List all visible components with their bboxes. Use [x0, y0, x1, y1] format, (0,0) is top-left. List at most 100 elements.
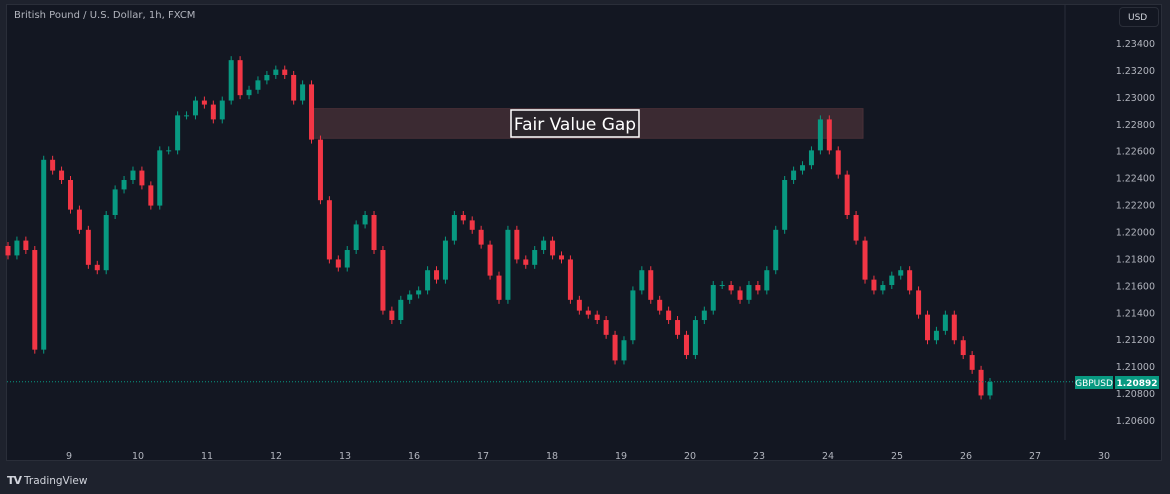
candle-body — [59, 170, 65, 180]
price-tick-label: 1.22800 — [1116, 120, 1155, 131]
candle-body — [550, 240, 556, 256]
time-tick-label: 27 — [1029, 451, 1041, 462]
candle-body — [576, 299, 582, 311]
candle-body — [326, 200, 332, 260]
price-tick-label: 1.20800 — [1116, 389, 1155, 400]
time-tick-label: 23 — [753, 451, 765, 462]
candle-body — [157, 150, 163, 206]
candle-body — [335, 259, 341, 268]
price-tick-label: 1.21400 — [1116, 308, 1155, 319]
candle-body — [969, 355, 975, 370]
candle-body — [76, 209, 82, 230]
tradingview-logo[interactable]: TV TradingView — [7, 474, 87, 487]
candle-body — [201, 100, 207, 105]
candle-body — [800, 165, 806, 171]
price-tick-label: 1.22000 — [1116, 228, 1155, 239]
candle-body — [862, 240, 868, 280]
time-tick-label: 18 — [546, 451, 558, 462]
time-tick-label: 19 — [615, 451, 627, 462]
candle-body — [166, 150, 172, 152]
price-tick-label: 1.22400 — [1116, 174, 1155, 185]
candle-body — [782, 179, 788, 230]
candle-body — [469, 220, 475, 230]
candle-body — [67, 179, 73, 210]
candle-body — [451, 215, 457, 241]
candle-body — [728, 285, 734, 291]
tradingview-logo-icon: TV — [7, 474, 22, 487]
time-tick-label: 24 — [822, 451, 834, 462]
candle-body — [889, 275, 895, 286]
price-tick-label: 1.21000 — [1116, 362, 1155, 373]
candle-body — [460, 215, 466, 221]
chart-title: British Pound / U.S. Dollar, 1h, FXCM — [14, 10, 196, 21]
last-price-badge — [1115, 376, 1159, 389]
price-tick-label: 1.20600 — [1116, 416, 1155, 427]
candle-body — [541, 240, 547, 251]
candle-body — [719, 285, 725, 287]
candle-body — [817, 119, 823, 151]
candle-body — [639, 270, 645, 291]
symbol-badge — [1075, 376, 1113, 389]
candle-body — [925, 314, 931, 341]
candle-body — [880, 285, 886, 291]
candle-body — [148, 185, 154, 206]
time-tick-label: 30 — [1098, 451, 1110, 462]
candle-body — [755, 285, 761, 291]
candle-body — [978, 369, 984, 396]
candle-body — [255, 80, 261, 90]
candle-body — [594, 314, 600, 321]
candle-body — [612, 334, 618, 361]
candle-body — [175, 115, 181, 151]
fvg-label-box — [510, 109, 640, 138]
time-tick-label: 26 — [960, 451, 972, 462]
candle-body — [380, 250, 386, 311]
time-axis[interactable]: 9 10 11 12 13 16 17 18 19 20 23 24 25 26 27 30 — [66, 451, 1110, 462]
price-tick-label: 1.21200 — [1116, 335, 1155, 346]
candle-body — [808, 150, 814, 166]
chart-pane[interactable] — [6, 4, 1162, 461]
symbol-badge-text: GBPUSD — [1075, 379, 1113, 389]
candle-body — [737, 290, 743, 300]
last-price-text: 1.20892 — [1117, 379, 1158, 389]
candle-body — [496, 275, 502, 300]
price-tick-label: 1.21600 — [1116, 281, 1155, 292]
candle-body — [32, 250, 38, 350]
price-axis[interactable]: 1.23400 1.23200 1.23000 1.22800 1.22600 1.224… — [1116, 39, 1155, 427]
time-tick-label: 9 — [66, 451, 72, 462]
candle-body — [407, 294, 413, 300]
candle-body — [603, 320, 609, 335]
candle-body — [657, 299, 663, 311]
candle-body — [344, 250, 350, 268]
candle-body — [112, 189, 118, 216]
fvg-label-text: Fair Value Gap — [514, 115, 636, 135]
time-tick-label: 17 — [477, 451, 489, 462]
candle-body — [835, 150, 841, 175]
candle-body — [23, 240, 29, 251]
candle-body — [514, 229, 520, 260]
candle-body — [558, 255, 564, 260]
price-tick-label: 1.23200 — [1116, 66, 1155, 77]
candle-body — [692, 320, 698, 356]
candle-body — [300, 84, 306, 101]
candle-body — [291, 74, 297, 101]
candle-body — [951, 314, 957, 341]
candle-body — [139, 170, 145, 186]
candle-body — [773, 229, 779, 271]
candle-body — [666, 310, 672, 321]
last-price-label: GBPUSD 1.20892 — [1075, 376, 1159, 389]
candle-body — [219, 100, 225, 120]
candle-body — [487, 244, 493, 276]
candle-body — [416, 290, 422, 295]
time-tick-label: 12 — [270, 451, 282, 462]
candle-body — [353, 224, 359, 251]
candle-body — [362, 215, 368, 225]
candle-body — [630, 290, 636, 341]
candle-body — [675, 320, 681, 335]
price-tick-label: 1.22600 — [1116, 147, 1155, 158]
brand-name: TradingView — [24, 474, 88, 487]
candle-body — [85, 229, 91, 265]
currency-button[interactable]: USD — [1119, 7, 1159, 27]
candle-body — [389, 310, 395, 321]
candle-body — [523, 259, 529, 265]
